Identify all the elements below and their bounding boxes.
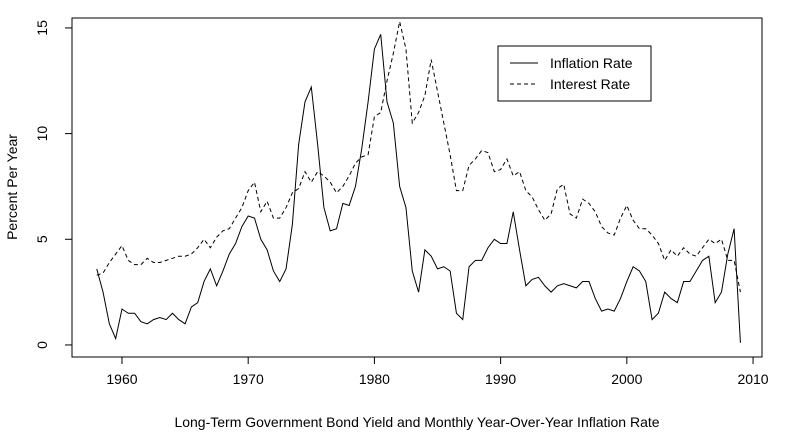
x-tick-label: 1990 xyxy=(485,371,516,387)
x-tick-label: 1970 xyxy=(233,371,264,387)
legend-box xyxy=(497,45,652,102)
series-line xyxy=(96,21,741,293)
y-axis-label: Percent Per Year xyxy=(4,134,20,240)
plot-frame xyxy=(71,17,763,358)
series-line xyxy=(96,34,741,343)
y-tick-label: 5 xyxy=(34,235,50,243)
legend-label: Inflation Rate xyxy=(550,55,633,71)
x-tick-label: 2000 xyxy=(611,371,642,387)
y-tick-label: 15 xyxy=(34,20,50,36)
y-tick-label: 10 xyxy=(34,126,50,142)
x-tick-label: 1980 xyxy=(359,371,390,387)
legend-label: Interest Rate xyxy=(550,76,630,92)
x-tick-label: 1960 xyxy=(106,371,137,387)
y-tick-label: 0 xyxy=(34,341,50,349)
x-tick-label: 2010 xyxy=(737,371,768,387)
x-axis-label: Long-Term Government Bond Yield and Mont… xyxy=(174,414,659,430)
